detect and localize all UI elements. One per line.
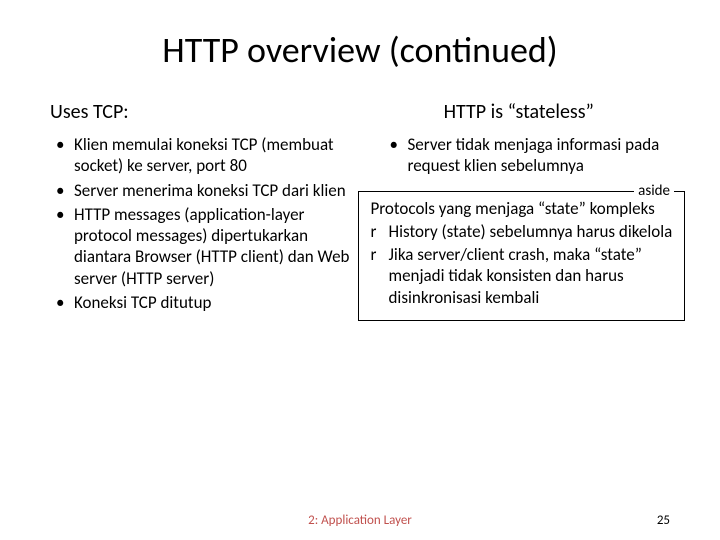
left-bullet-list: Klien memulai koneksi TCP (membuat socke… [50,134,353,313]
list-item: History (state) sebelumnya harus dikelol… [389,221,677,242]
list-item: Server tidak menjaga informasi pada requ… [408,134,671,177]
footer-center-text: 2: Application Layer [308,513,412,528]
slide-footer: 2: Application Layer 25 [0,513,720,528]
right-bullet-list: Server tidak menjaga informasi pada requ… [368,134,671,177]
left-column: Uses TCP: Klien memulai koneksi TCP (mem… [50,100,358,321]
list-item: Server menerima koneksi TCP dari klien [74,180,353,201]
list-item: Klien memulai koneksi TCP (membuat socke… [74,134,353,177]
page-number: 25 [657,513,670,528]
aside-label: aside [634,182,674,200]
aside-list: History (state) sebelumnya harus dikelol… [367,221,677,308]
aside-title: Protocols yang menjaga “state” kompleks [367,198,677,219]
aside-box: aside Protocols yang menjaga “state” kom… [358,191,686,321]
content-columns: Uses TCP: Klien memulai koneksi TCP (mem… [50,100,670,321]
left-heading: Uses TCP: [50,100,353,124]
list-item: HTTP messages (application-layer protoco… [74,204,353,289]
list-item: Koneksi TCP ditutup [74,292,353,313]
right-column: HTTP is “stateless” Server tidak menjaga… [368,100,671,321]
slide: HTTP overview (continued) Uses TCP: Klie… [0,0,720,540]
slide-title: HTTP overview (continued) [50,28,670,72]
right-heading: HTTP is “stateless” [368,100,671,124]
list-item: Jika server/client crash, maka “state” m… [389,244,677,308]
